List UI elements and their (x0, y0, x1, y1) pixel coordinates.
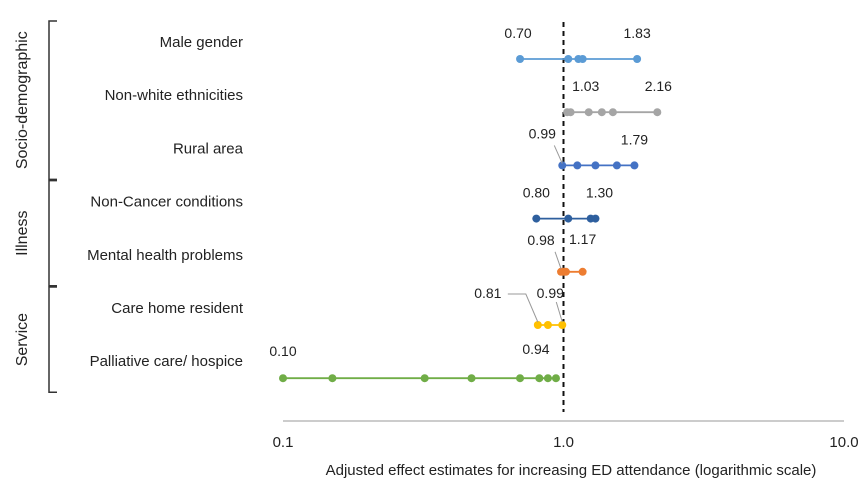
estimate-rows: 0.70 1.83 1.03 2.16 0.99 1.79 0.80 1.30 0.98 1.17… (269, 25, 672, 383)
estimate-point (551, 374, 560, 383)
estimate-point (633, 55, 642, 63)
estimate-point (578, 55, 587, 63)
category-label: Rural area (173, 140, 244, 157)
estimate-point (328, 374, 337, 383)
x-tick-label: 10.0 (829, 434, 858, 451)
estimate-point (612, 161, 621, 170)
group-bracket (48, 286, 57, 393)
category-label: Male gender (160, 34, 243, 51)
max-value-label: 1.79 (621, 131, 648, 147)
category-label: Care home resident (111, 300, 244, 317)
estimate-point (573, 161, 582, 170)
min-value-label: 0.99 (529, 125, 556, 141)
label-leader-line (507, 293, 539, 323)
estimate-point (561, 267, 570, 276)
group-bracket (48, 179, 57, 287)
estimate-point (543, 374, 552, 383)
label-leader-line (554, 251, 562, 269)
x-axis-title: Adjusted effect estimates for increasing… (326, 462, 817, 479)
max-value-label: 0.99 (537, 285, 564, 301)
estimate-point (630, 161, 639, 170)
x-axis-ticks: 0.1 1.0 10.0 (273, 434, 859, 451)
estimate-point (420, 374, 429, 383)
estimate-point (584, 108, 593, 117)
category-label: Mental health problems (87, 247, 243, 264)
group-label: Socio-demographic (14, 31, 31, 169)
min-value-label: 0.10 (269, 343, 296, 359)
min-value-label: 0.81 (474, 285, 501, 301)
estimate-point (467, 374, 476, 383)
max-value-label: 0.94 (522, 341, 549, 357)
estimate-point (558, 321, 567, 329)
estimate-point (516, 55, 525, 63)
estimate-point (591, 161, 600, 170)
estimate-point (597, 108, 606, 117)
category-label: Non-white ethnicities (105, 87, 243, 104)
x-tick-label: 0.1 (273, 434, 294, 451)
estimate-point (533, 321, 542, 329)
min-value-label: 1.03 (572, 78, 599, 94)
max-value-label: 1.83 (623, 25, 650, 41)
min-value-label: 0.70 (504, 25, 531, 41)
estimate-point (608, 108, 617, 117)
group-brackets: Socio-demographic Illness Service (14, 20, 57, 393)
min-value-label: 0.80 (523, 185, 550, 201)
group-bracket (48, 20, 57, 181)
estimate-point (653, 108, 662, 117)
estimate-point (591, 214, 600, 223)
category-label: Palliative care/ hospice (90, 353, 243, 370)
estimate-point (578, 267, 587, 276)
estimate-point (558, 161, 567, 170)
estimate-point (564, 55, 573, 63)
group-label: Service (14, 313, 31, 366)
estimate-point (543, 321, 552, 329)
estimate-point (564, 214, 573, 223)
x-tick-label: 1.0 (553, 434, 574, 451)
estimate-point (279, 374, 287, 383)
estimate-point (532, 214, 541, 223)
label-leader-line (553, 145, 563, 164)
estimate-point (516, 374, 525, 383)
group-label: Illness (14, 211, 31, 256)
max-value-label: 1.17 (569, 231, 596, 247)
category-label: Non-Cancer conditions (90, 194, 243, 211)
min-value-label: 0.98 (527, 232, 554, 248)
max-value-label: 1.30 (586, 185, 613, 201)
estimate-point (566, 108, 575, 117)
max-value-label: 2.16 (645, 78, 672, 94)
estimate-point (535, 374, 544, 383)
label-leader-line (555, 301, 563, 323)
category-labels: Male gender Non-white ethnicities Rural ar… (87, 34, 244, 370)
